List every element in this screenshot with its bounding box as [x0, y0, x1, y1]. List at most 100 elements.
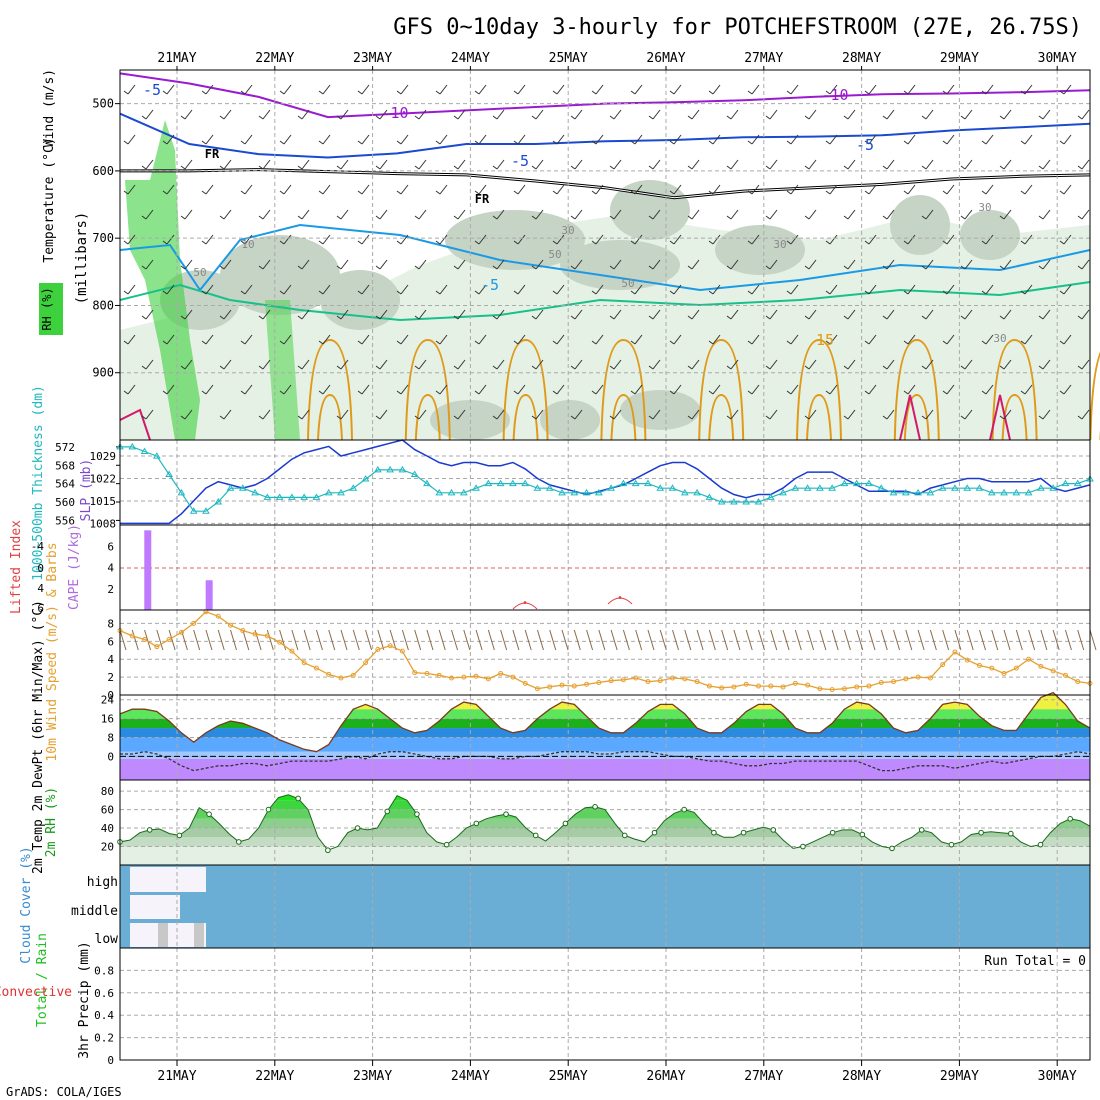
wind-speed-point: [768, 683, 774, 689]
wind-barb-flag: [141, 265, 147, 270]
wind-barb-flag: [765, 165, 771, 170]
wind-barb-flag: [1038, 365, 1044, 370]
wind-barb-flag: [630, 390, 636, 395]
wind-barb: [254, 629, 262, 651]
y-tick-label: 0: [107, 689, 114, 702]
wind-speed-point: [743, 681, 749, 687]
wind-barb: [119, 629, 127, 651]
wind-barb: [205, 234, 214, 245]
thickness-point: [410, 470, 419, 477]
thickness-point: [1012, 488, 1021, 496]
wind-barb-flag: [999, 215, 1005, 220]
wind-barb: [907, 284, 916, 295]
temp-band: [120, 728, 1090, 738]
wind-barb-flag: [414, 315, 420, 320]
wind-barb: [829, 284, 838, 295]
wind-barb: [574, 309, 583, 320]
thickness-point: [128, 442, 137, 450]
wind-barb-flag: [474, 140, 480, 145]
wind-barb-flag: [201, 390, 207, 395]
y-tick-label: 0.2: [94, 1032, 114, 1045]
lifted-index-curve: [512, 602, 538, 610]
wind-barb: [205, 184, 214, 195]
wind-barb: [1081, 109, 1090, 120]
wind-speed-point: [584, 681, 590, 687]
wind-speed-point: [891, 679, 897, 685]
wind-speed-point: [1050, 668, 1056, 674]
axis-label-slp: SLP (mb): [79, 459, 94, 522]
wind-barb: [457, 259, 466, 270]
rh-shading-gray: [220, 235, 340, 315]
wind-barb-flag: [141, 415, 147, 420]
wind-barb-flag: [903, 240, 909, 245]
wind-barb-flag: [747, 190, 753, 195]
wind-barb-flag: [747, 390, 753, 395]
wind-barb: [1040, 629, 1048, 651]
temp-band: [120, 751, 1090, 759]
thickness-point: [791, 484, 800, 491]
wind-barb: [751, 134, 760, 145]
wind-speed-point: [633, 675, 639, 681]
wind-barb-flag: [726, 215, 732, 220]
wind-barb-flag: [765, 265, 771, 270]
wind-barb: [496, 109, 505, 120]
wind-barb-flag: [453, 215, 459, 220]
wind-barb-flag: [357, 240, 363, 245]
wind-barb-flag: [921, 215, 927, 220]
wind-barb: [652, 109, 661, 120]
wind-barb: [1003, 209, 1012, 220]
wind-barb-flag: [786, 340, 792, 345]
wind-barb: [556, 134, 565, 145]
wind-barb: [400, 134, 409, 145]
wind-barb: [751, 184, 760, 195]
wind-barb: [712, 184, 721, 195]
wind-barb: [868, 384, 877, 395]
wind-speed-point: [313, 665, 319, 671]
wind-speed-point: [510, 674, 516, 680]
wind-barb: [439, 384, 448, 395]
thickness-point: [509, 479, 517, 487]
wind-barb: [925, 409, 934, 420]
wind-barb: [217, 629, 225, 651]
wind-speed-point: [399, 648, 405, 654]
thickness-point: [828, 484, 837, 491]
wind-barb-flag: [1020, 190, 1026, 195]
wind-speed-point: [522, 680, 528, 686]
wind-barb: [223, 209, 232, 220]
wind-barb-flag: [219, 265, 225, 270]
rh-point: [829, 829, 836, 836]
wind-barb: [340, 629, 348, 651]
wind-barb-flag: [609, 315, 615, 320]
wind-barb: [283, 334, 292, 345]
wind-barb-flag: [687, 215, 693, 220]
wind-barb: [400, 284, 409, 295]
wind-barb-flag: [453, 365, 459, 370]
wind-barb-flag: [570, 315, 576, 320]
rh-2m-panel: 20 40 60 80 2m RH (%): [44, 779, 1091, 866]
wind-barb-flag: [1020, 90, 1026, 95]
wind-barb: [418, 409, 427, 420]
wind-barb: [457, 309, 466, 320]
wind-barb: [769, 309, 778, 320]
wind-barb: [379, 209, 388, 220]
wind-barb: [166, 234, 175, 245]
wind-barb-flag: [474, 390, 480, 395]
thickness-point: [742, 498, 751, 505]
wind-barb: [1077, 629, 1085, 651]
wind-barb-flag: [708, 390, 714, 395]
wind-barb-flag: [357, 290, 363, 295]
thickness-point: [1024, 488, 1033, 496]
wind-barb-flag: [1059, 90, 1065, 95]
wind-barb: [418, 109, 427, 120]
wind-barb-flag: [960, 265, 966, 270]
wind-barb: [794, 629, 802, 651]
wind-barb: [598, 629, 606, 651]
wind-barb: [574, 209, 583, 220]
wind-barb: [439, 334, 448, 345]
wind-barb-flag: [1077, 415, 1083, 420]
wind-barb: [457, 159, 466, 170]
wind-barb-flag: [141, 365, 147, 370]
y-tick-label: 8: [107, 732, 114, 745]
thickness-point: [251, 488, 259, 496]
wind-barb: [301, 159, 310, 170]
